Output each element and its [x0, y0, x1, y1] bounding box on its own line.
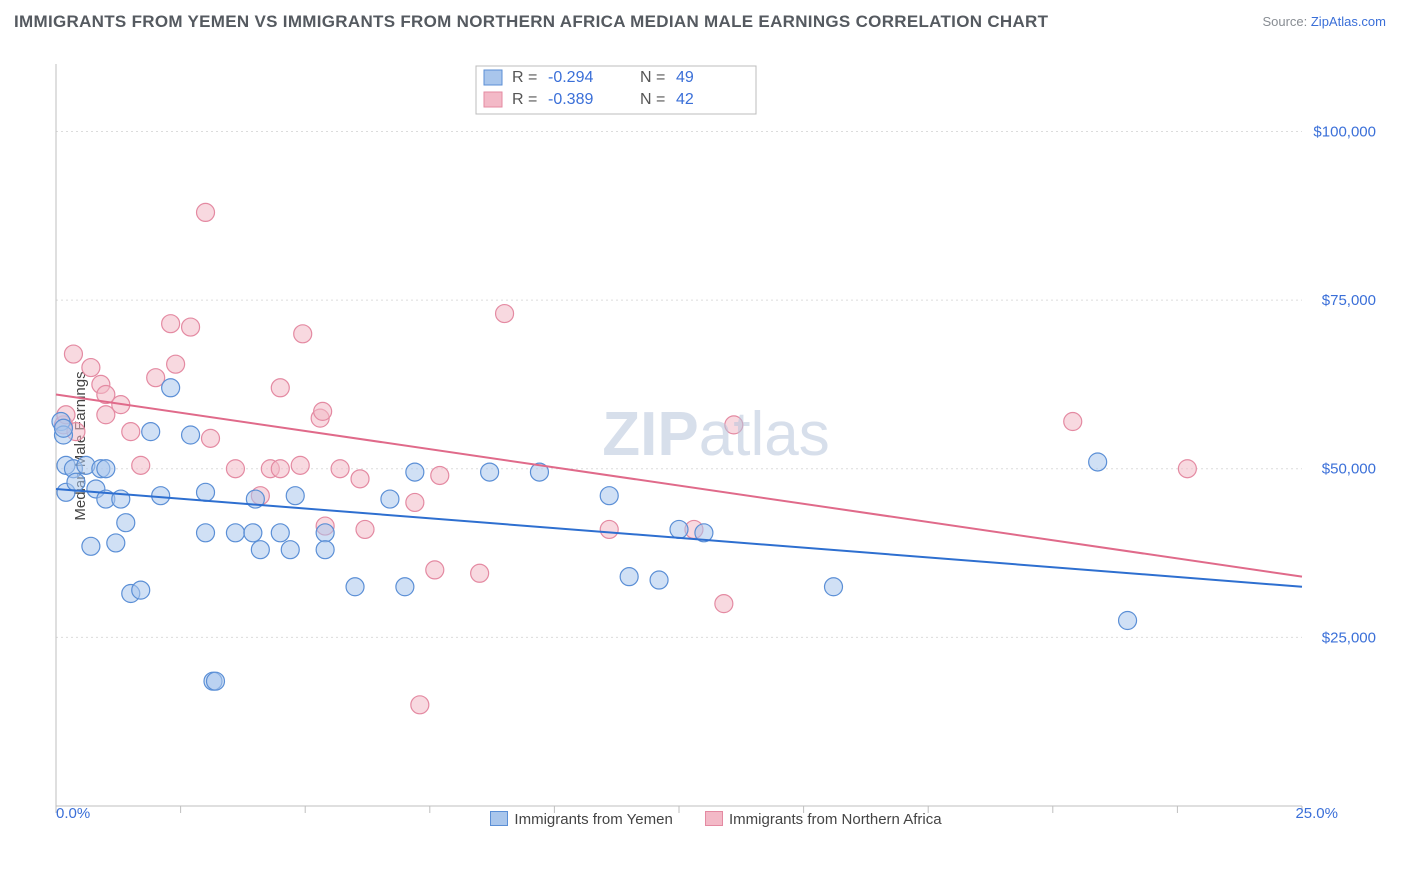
svg-text:R =: R =: [512, 69, 537, 86]
svg-text:-0.389: -0.389: [548, 91, 593, 108]
svg-text:$50,000: $50,000: [1322, 461, 1376, 478]
svg-text:49: 49: [676, 69, 694, 86]
legend-item-nafrica: Immigrants from Northern Africa: [705, 811, 942, 828]
svg-text:$75,000: $75,000: [1322, 292, 1376, 309]
chart-title: IMMIGRANTS FROM YEMEN VS IMMIGRANTS FROM…: [14, 12, 1048, 32]
legend-item-yemen: Immigrants from Yemen: [490, 811, 672, 828]
svg-text:-0.294: -0.294: [548, 69, 593, 86]
source-prefix: Source:: [1262, 14, 1310, 29]
legend-label-yemen: Immigrants from Yemen: [514, 811, 672, 828]
svg-text:N =: N =: [640, 91, 665, 108]
svg-text:$100,000: $100,000: [1313, 123, 1376, 140]
plot-area: ZIPatlas $25,000$50,000$75,000$100,000R …: [46, 48, 1386, 828]
bottom-legend: Immigrants from Yemen Immigrants from No…: [46, 811, 1386, 828]
svg-text:42: 42: [676, 91, 694, 108]
svg-text:N =: N =: [640, 69, 665, 86]
source-link[interactable]: ZipAtlas.com: [1311, 14, 1386, 29]
scatter-svg: $25,000 $50,000 $75,000 $100,000 R = -0.294 N …: [46, 48, 1386, 828]
source-attribution: Source: ZipAtlas.com: [1262, 14, 1386, 29]
svg-text:R =: R =: [512, 91, 537, 108]
legend-label-nafrica: Immigrants from Northern Africa: [729, 811, 942, 828]
legend-swatch-nafrica: [705, 811, 723, 826]
svg-text:$25,000: $25,000: [1322, 629, 1376, 646]
legend-swatch-yemen: [490, 811, 508, 826]
